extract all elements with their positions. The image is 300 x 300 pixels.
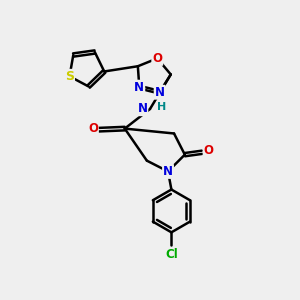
Text: O: O (88, 122, 98, 135)
Text: S: S (65, 70, 74, 83)
Text: N: N (138, 103, 148, 116)
Text: N: N (134, 81, 144, 94)
Text: N: N (155, 86, 165, 99)
Text: O: O (204, 144, 214, 157)
Text: O: O (152, 52, 162, 65)
Text: N: N (163, 165, 173, 178)
Text: H: H (157, 102, 166, 112)
Text: Cl: Cl (165, 248, 178, 261)
